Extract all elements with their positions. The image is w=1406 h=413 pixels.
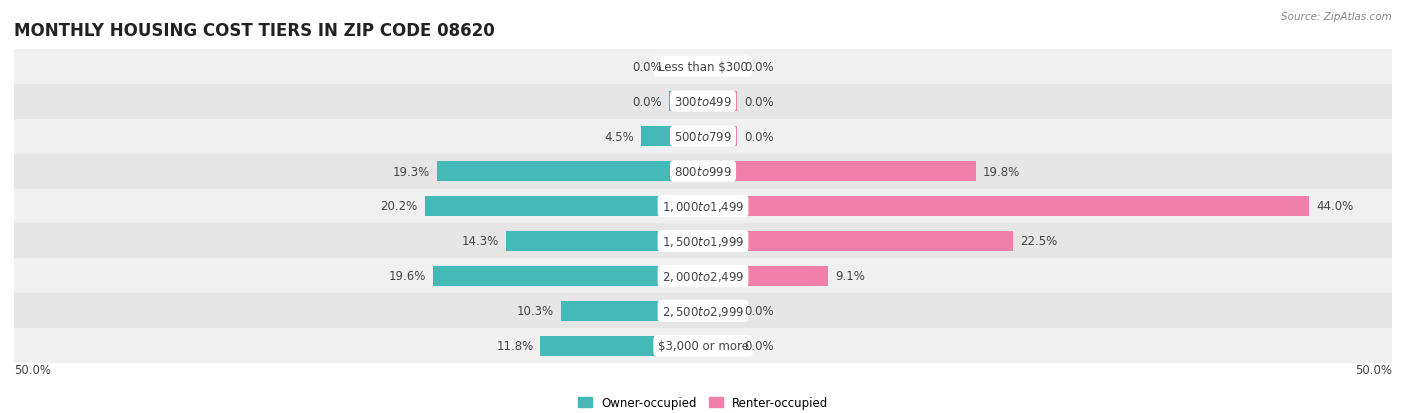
Bar [561, 301, 703, 321]
Bar [14, 259, 1392, 294]
Bar [14, 329, 1392, 363]
Text: 19.3%: 19.3% [392, 165, 430, 178]
Text: 0.0%: 0.0% [744, 95, 773, 108]
Text: 19.8%: 19.8% [983, 165, 1019, 178]
Bar [437, 161, 703, 182]
Text: 50.0%: 50.0% [1355, 363, 1392, 376]
Bar [703, 231, 1012, 252]
Text: 19.6%: 19.6% [388, 270, 426, 283]
Text: 10.3%: 10.3% [517, 305, 554, 318]
Bar [703, 57, 738, 77]
Text: $2,500 to $2,999: $2,500 to $2,999 [662, 304, 744, 318]
Text: 4.5%: 4.5% [605, 130, 634, 143]
Text: 0.0%: 0.0% [633, 61, 662, 74]
Text: 11.8%: 11.8% [496, 339, 533, 352]
Text: $300 to $499: $300 to $499 [673, 95, 733, 108]
Text: $500 to $799: $500 to $799 [673, 130, 733, 143]
Bar [14, 189, 1392, 224]
Text: 0.0%: 0.0% [744, 61, 773, 74]
Bar [703, 161, 976, 182]
Text: MONTHLY HOUSING COST TIERS IN ZIP CODE 08620: MONTHLY HOUSING COST TIERS IN ZIP CODE 0… [14, 22, 495, 40]
Bar [669, 57, 703, 77]
Bar [703, 266, 828, 286]
Text: 0.0%: 0.0% [633, 95, 662, 108]
Text: 0.0%: 0.0% [744, 339, 773, 352]
Text: 0.0%: 0.0% [744, 130, 773, 143]
Bar [433, 266, 703, 286]
Text: $3,000 or more: $3,000 or more [658, 339, 748, 352]
Bar [703, 92, 738, 112]
Bar [14, 119, 1392, 154]
Bar [14, 294, 1392, 329]
Text: Source: ZipAtlas.com: Source: ZipAtlas.com [1281, 12, 1392, 22]
Bar [14, 224, 1392, 259]
Bar [540, 336, 703, 356]
Text: 9.1%: 9.1% [835, 270, 865, 283]
Text: 14.3%: 14.3% [461, 235, 499, 248]
Legend: Owner-occupied, Renter-occupied: Owner-occupied, Renter-occupied [572, 392, 834, 413]
Text: 50.0%: 50.0% [14, 363, 51, 376]
Text: $1,500 to $1,999: $1,500 to $1,999 [662, 235, 744, 248]
Bar [703, 301, 738, 321]
Text: $800 to $999: $800 to $999 [673, 165, 733, 178]
Text: 20.2%: 20.2% [381, 200, 418, 213]
Text: $2,000 to $2,499: $2,000 to $2,499 [662, 269, 744, 283]
Bar [641, 127, 703, 147]
Bar [425, 197, 703, 216]
Text: $1,000 to $1,499: $1,000 to $1,499 [662, 199, 744, 214]
Text: 0.0%: 0.0% [744, 305, 773, 318]
Bar [506, 231, 703, 252]
Bar [14, 84, 1392, 119]
Text: 22.5%: 22.5% [1019, 235, 1057, 248]
Bar [14, 50, 1392, 84]
Bar [703, 127, 738, 147]
Bar [703, 336, 738, 356]
Bar [14, 154, 1392, 189]
Bar [669, 92, 703, 112]
Text: Less than $300: Less than $300 [658, 61, 748, 74]
Bar [703, 197, 1309, 216]
Text: 44.0%: 44.0% [1316, 200, 1354, 213]
